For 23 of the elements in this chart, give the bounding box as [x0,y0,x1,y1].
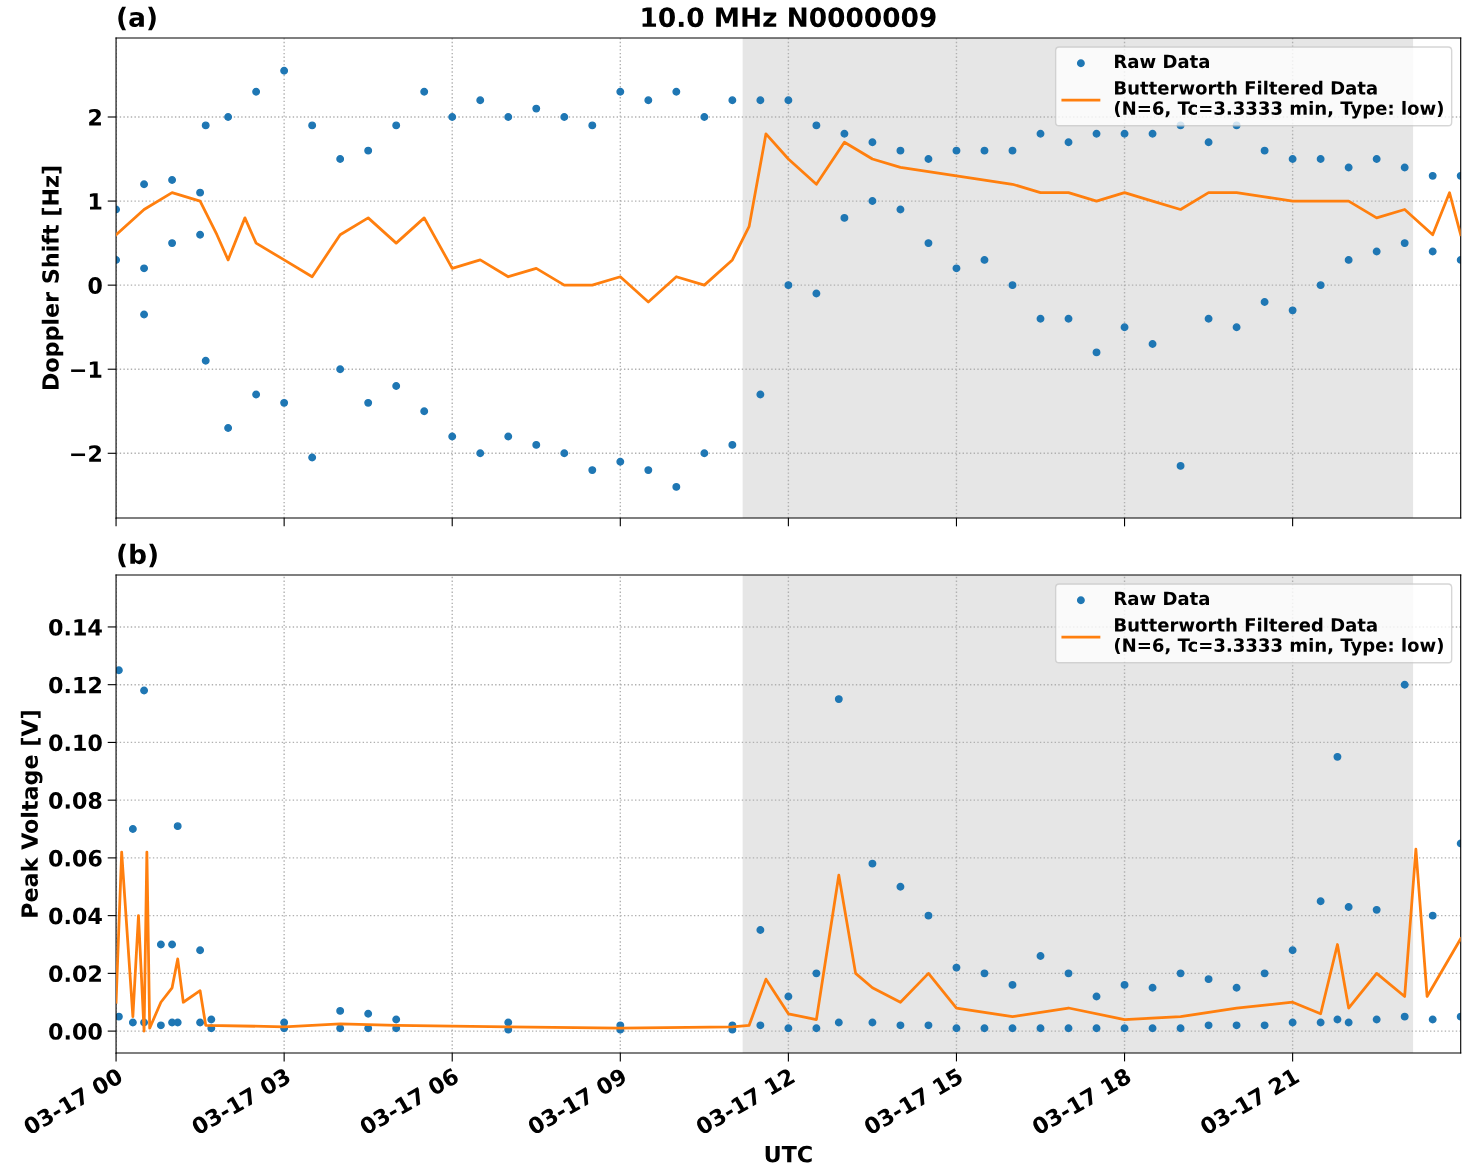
x-axis-title: UTC [765,1145,812,1163]
y-tick-label: −2 [71,445,101,462]
y-tick-label: 0.02 [49,965,101,983]
y-tick-label: 0 [88,277,102,294]
y-tick-label: −1 [71,361,102,378]
y-tick-label: 1 [89,193,102,210]
y-tick-label: 0.12 [49,676,101,694]
y-tick-label: 2 [89,108,101,126]
text: (a) [118,6,156,31]
text: (b) [118,543,157,568]
y-axis-title: Peak Voltage [V] [20,711,43,917]
y-tick-label: 0.08 [49,792,102,809]
y-tick-label: 0.04 [49,907,102,925]
y-tick-label: 0.06 [49,849,102,867]
chart-title: 10.0 MHz N0000009 [642,7,936,28]
legend-label: Butterworth Filtered Data (N=6, Tc=3.3333 min, Type: low) [1114,80,1443,119]
y-tick-label: 0.10 [49,734,102,752]
legend-label: Raw Data [1115,54,1210,69]
y-tick-label: 0.00 [49,1023,102,1040]
y-axis-title: Doppler Shift [Hz] [41,166,64,390]
legend-label: Raw Data [1115,591,1210,606]
y-tick-label: 0.14 [49,618,102,636]
legend-label: Butterworth Filtered Data (N=6, Tc=3.3333 min, Type: low) [1114,617,1443,656]
